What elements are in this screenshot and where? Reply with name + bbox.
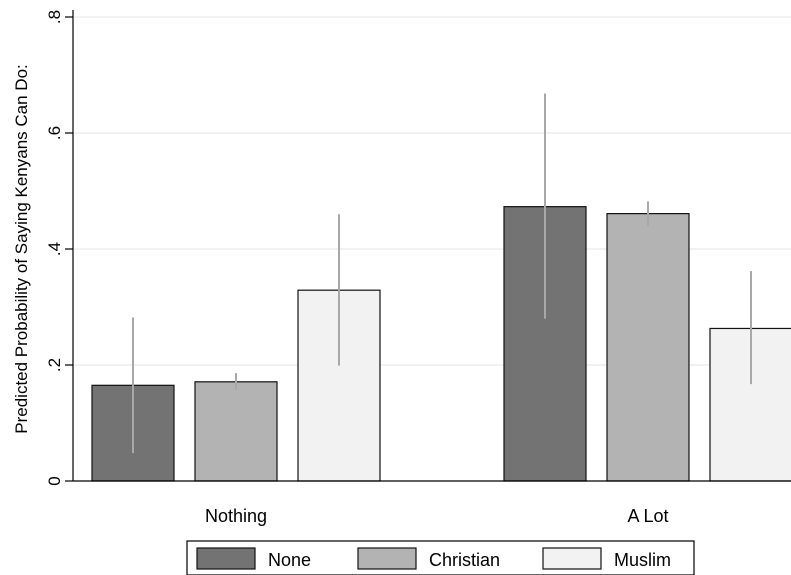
- bar-christian-a-lot: [606, 213, 690, 482]
- legend-swatch-christian: [357, 547, 417, 570]
- y-axis-title: Predicted Probability of Saying Kenyans …: [12, 64, 31, 433]
- x-category-label: A Lot: [627, 506, 668, 526]
- y-tick-label: 0: [45, 476, 64, 485]
- y-tick-label: .8: [45, 10, 64, 24]
- legend-swatch-muslim: [542, 547, 602, 570]
- legend-swatch-none: [196, 547, 256, 570]
- legend-label-muslim: Muslim: [614, 550, 671, 570]
- x-axis-categories: Nothing A Lot: [205, 506, 669, 526]
- x-category-label: Nothing: [205, 506, 267, 526]
- y-tick-label: .6: [45, 126, 64, 140]
- bar-christian-nothing: [194, 381, 278, 482]
- legend-label-christian: Christian: [429, 550, 500, 570]
- y-tick-label: .4: [45, 242, 64, 256]
- legend: None Christian Muslim: [186, 540, 695, 575]
- y-tick-label: .2: [45, 358, 64, 372]
- legend-label-none: None: [268, 550, 311, 570]
- legend-box: [186, 540, 695, 575]
- error-bars: [132, 93, 752, 454]
- bars: [91, 206, 791, 482]
- y-axis: 0 .2 .4 .6 .8: [45, 10, 791, 486]
